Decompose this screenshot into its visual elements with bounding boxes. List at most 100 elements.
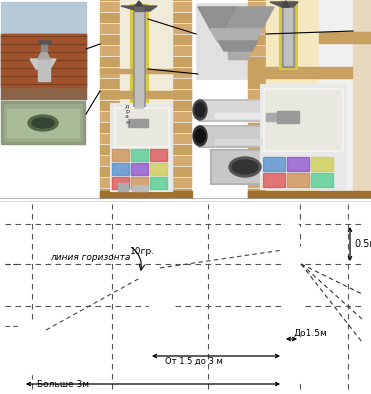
Polygon shape (218, 41, 258, 51)
Bar (100, 0, 120, 1)
Bar (198, 125, 288, 147)
Bar (114, 107, 169, 147)
Bar (311, 157, 333, 171)
Bar (116, 109, 167, 145)
Bar (100, 145, 120, 155)
Bar (100, 46, 120, 56)
Bar (172, 35, 192, 45)
Bar (353, 13, 371, 23)
Bar (353, 35, 371, 45)
Bar (248, 167, 266, 177)
Polygon shape (1, 34, 86, 87)
Bar (100, 68, 120, 78)
Bar (27, 330, 37, 342)
Bar (248, 13, 266, 23)
Bar (130, 4, 148, 144)
Polygon shape (121, 6, 157, 11)
Bar (135, 4, 143, 140)
Bar (353, 123, 371, 133)
Polygon shape (282, 1, 289, 7)
Bar (263, 157, 285, 171)
Bar (100, 69, 192, 74)
Bar (172, 0, 192, 1)
Polygon shape (38, 51, 50, 59)
Bar (196, 3, 276, 79)
Bar (353, 0, 371, 199)
Ellipse shape (229, 157, 261, 177)
Polygon shape (30, 59, 56, 69)
Text: От 1.5 до 3 м: От 1.5 до 3 м (165, 357, 223, 366)
Bar (353, 145, 371, 155)
Polygon shape (280, 225, 304, 233)
Bar (172, 101, 192, 111)
Bar (172, 13, 192, 23)
Bar (1, 2, 86, 99)
Polygon shape (25, 342, 39, 348)
Bar (132, 185, 148, 191)
Bar (286, 228, 298, 242)
Bar (319, 32, 371, 44)
Polygon shape (152, 268, 168, 274)
Bar (100, 79, 120, 89)
Bar (228, 41, 248, 59)
Bar (248, 112, 266, 122)
Bar (265, 90, 341, 149)
Bar (282, 1, 294, 67)
Bar (266, 113, 280, 121)
Bar (263, 88, 343, 151)
Bar (131, 149, 148, 161)
Bar (248, 35, 266, 45)
Bar (150, 149, 167, 161)
Bar (287, 173, 309, 187)
Polygon shape (38, 41, 52, 44)
Bar (41, 41, 47, 51)
Polygon shape (274, 228, 310, 233)
Bar (172, 46, 192, 56)
Bar (120, 0, 172, 199)
Bar (210, 149, 282, 184)
Bar (277, 111, 299, 123)
Ellipse shape (195, 103, 205, 117)
Ellipse shape (32, 118, 54, 128)
Bar (153, 278, 167, 290)
Bar (248, 79, 266, 89)
Text: Больше 3м: Больше 3м (37, 380, 89, 389)
Bar (7, 109, 79, 137)
Bar (118, 183, 128, 191)
Bar (353, 79, 371, 89)
Text: 0.5м: 0.5м (354, 239, 371, 249)
Bar (100, 167, 120, 177)
Ellipse shape (28, 115, 58, 131)
Bar (248, 46, 266, 56)
Polygon shape (1, 34, 86, 99)
Polygon shape (198, 7, 236, 27)
Polygon shape (286, 218, 298, 225)
Bar (100, 101, 120, 111)
Polygon shape (210, 29, 262, 41)
Bar (353, 178, 371, 188)
Bar (248, 24, 266, 34)
Bar (215, 113, 275, 118)
Bar (27, 348, 37, 366)
Bar (353, 2, 371, 12)
Bar (25, 366, 39, 374)
Bar (279, 1, 297, 69)
Bar (131, 177, 148, 189)
Bar (1, 101, 85, 144)
Bar (198, 99, 288, 121)
Bar (353, 0, 371, 1)
Bar (172, 134, 192, 144)
Bar (112, 149, 129, 161)
Bar (319, 0, 353, 199)
Bar (248, 123, 266, 133)
Bar (248, 2, 266, 12)
Bar (150, 163, 167, 175)
Polygon shape (198, 7, 274, 29)
Bar (112, 163, 129, 175)
Bar (150, 177, 167, 189)
Bar (248, 57, 266, 67)
Bar (311, 173, 333, 187)
Bar (248, 101, 266, 111)
Bar (353, 68, 371, 78)
Bar (200, 101, 286, 119)
